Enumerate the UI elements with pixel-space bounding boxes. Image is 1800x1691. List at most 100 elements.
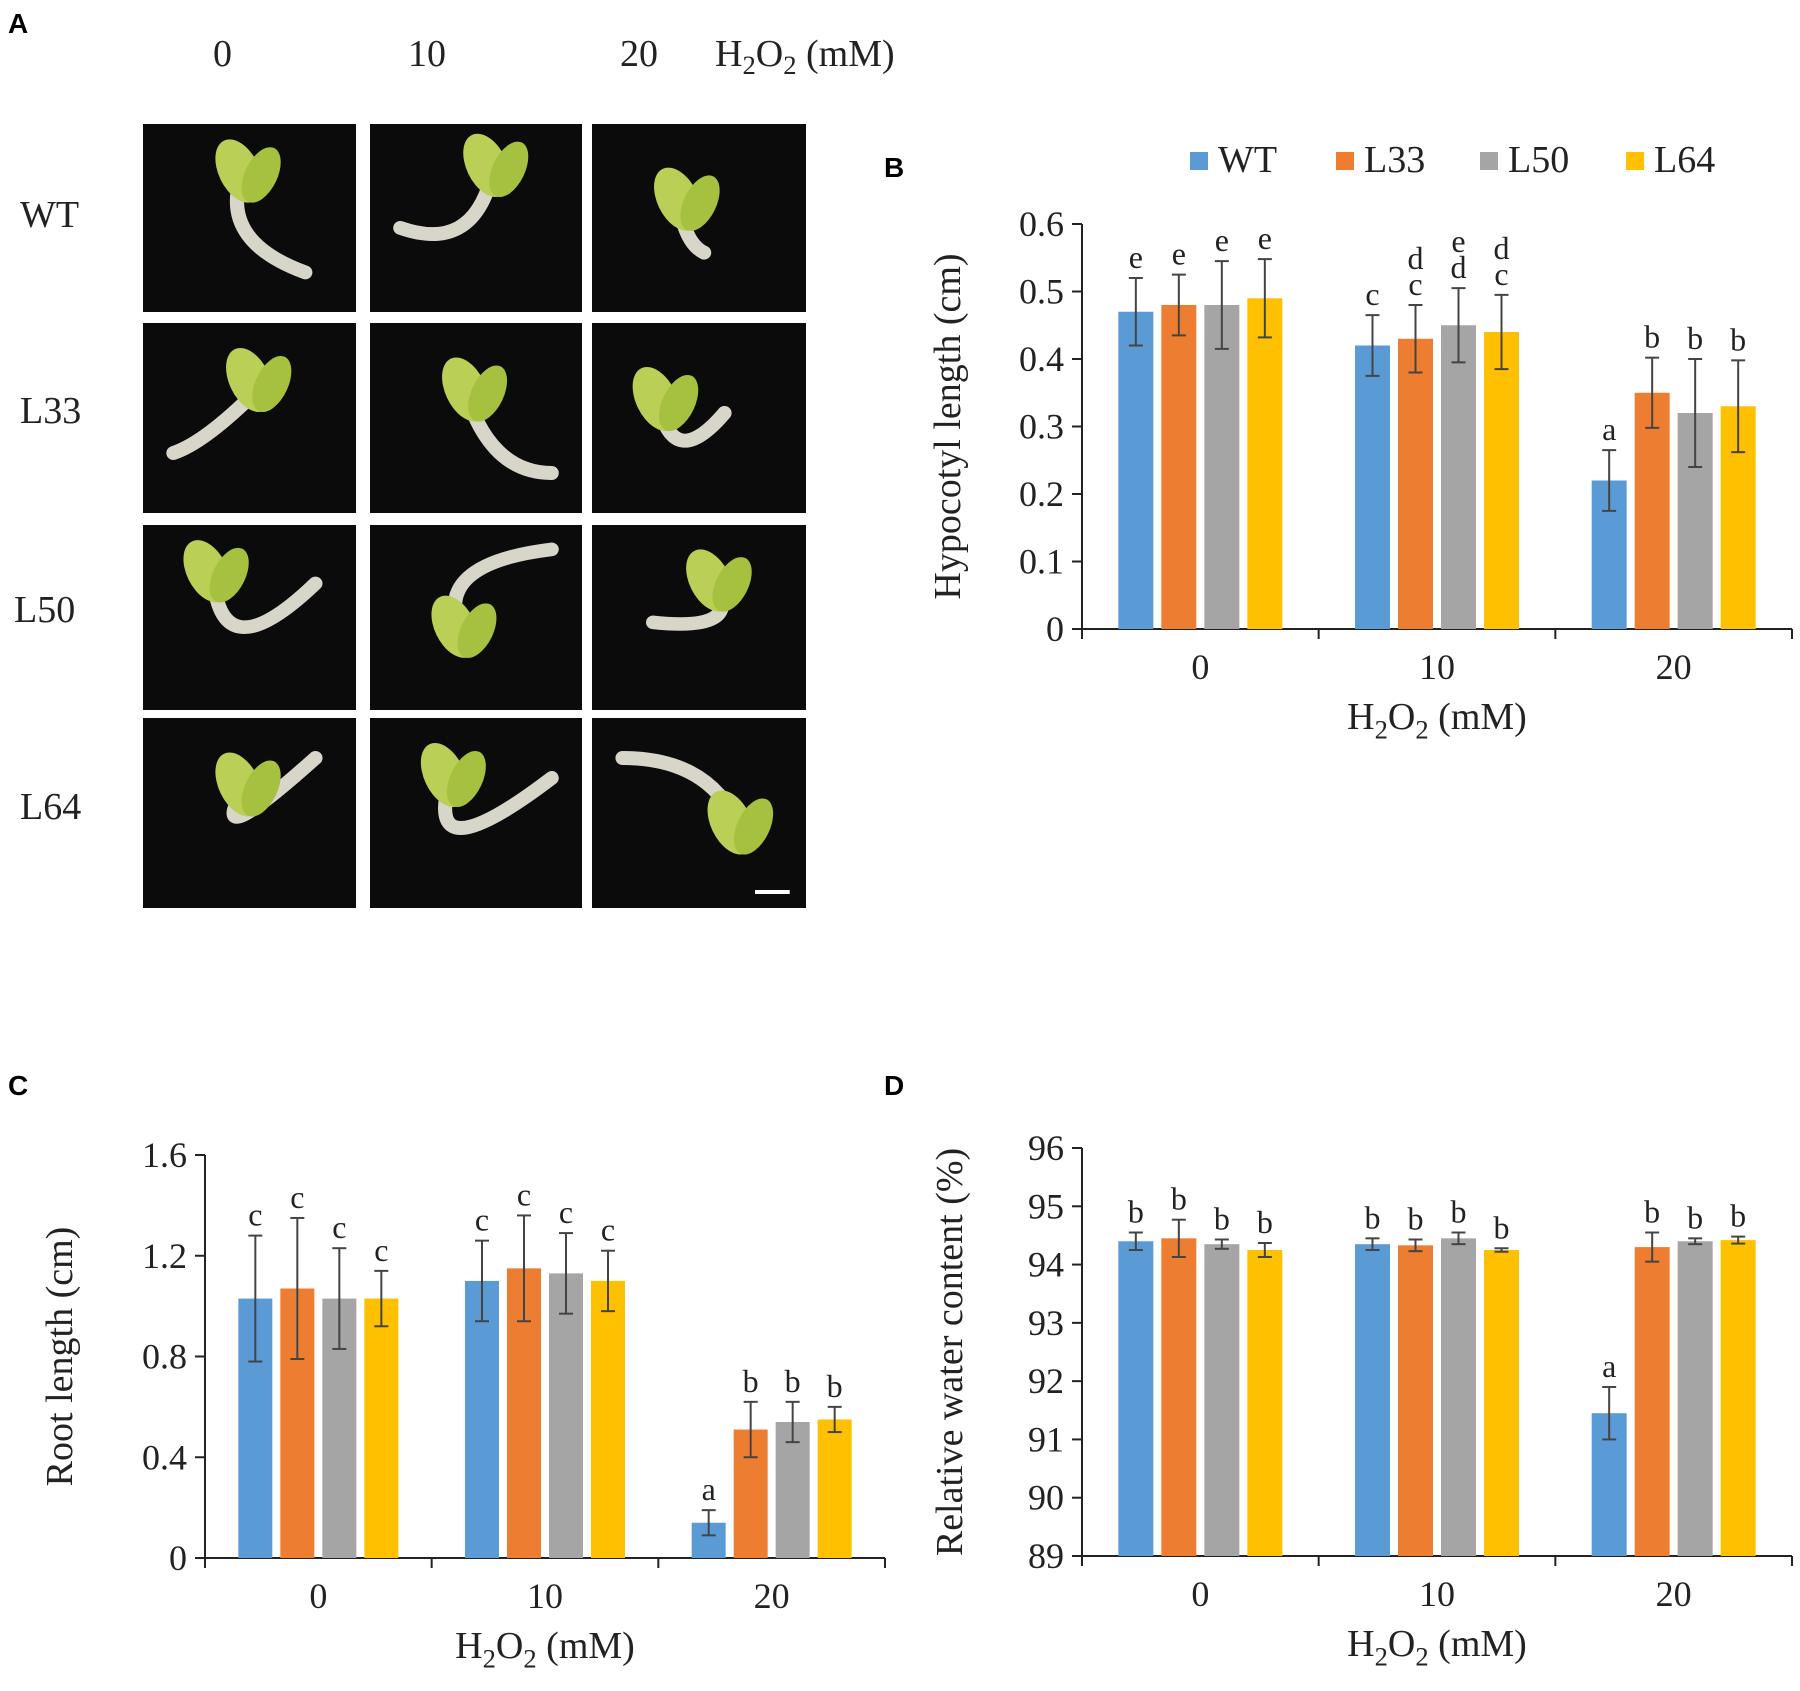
bar-wt-10mm	[465, 1280, 499, 1558]
y-tick-label: 0.5	[1019, 272, 1064, 312]
significance-letter: c	[559, 1194, 573, 1230]
legend-label-l64: L64	[1654, 139, 1715, 181]
column-header-20mm: 20	[620, 33, 658, 75]
x-tick-label: 0	[309, 1576, 327, 1616]
bar-l64-20mm	[817, 1419, 852, 1558]
y-tick-label: 1.2	[142, 1236, 187, 1276]
significance-letter: b	[1730, 1198, 1746, 1234]
bar-l33-0mm	[1161, 305, 1197, 629]
bar-wt-10mm	[1355, 345, 1390, 629]
significance-letter: b	[1214, 1201, 1230, 1237]
y-tick-label: 0.4	[1019, 339, 1064, 379]
seedling-photo-l50-10mm	[370, 525, 582, 710]
significance-letter: b	[1408, 1201, 1424, 1237]
legend-label-wt: WT	[1218, 139, 1277, 181]
bar-l33-20mm	[1634, 392, 1670, 629]
row-label-l50: L50	[14, 589, 76, 631]
panel-label-d: D	[884, 1070, 905, 1101]
significance-letter: e	[1215, 222, 1229, 258]
x-axis-title: H2O2 (mM)	[1347, 1623, 1527, 1672]
significance-letter: c	[1408, 266, 1422, 302]
y-tick-label: 93	[1028, 1303, 1064, 1343]
legend-label-l33: L33	[1364, 139, 1425, 181]
row-label-l64: L64	[20, 786, 82, 828]
y-tick-label: 91	[1028, 1419, 1064, 1459]
significance-letter: c	[248, 1197, 262, 1233]
panel-label-c: C	[8, 1070, 29, 1101]
x-tick-label: 20	[1656, 647, 1692, 687]
seedling-photo-l33-10mm	[370, 323, 582, 513]
significance-letter: b	[1494, 1209, 1510, 1245]
significance-letter: b	[1730, 321, 1746, 357]
y-axis-title: Root length (cm)	[39, 1227, 81, 1487]
significance-letter: e	[1451, 223, 1465, 259]
significance-letter: b	[1687, 320, 1703, 356]
scale-bar	[755, 890, 790, 894]
significance-letter: d	[1408, 240, 1424, 276]
legend-swatch-l50	[1480, 152, 1498, 170]
y-axis-title: Hypocotyl length (cm)	[927, 253, 969, 599]
y-tick-label: 0.6	[1019, 204, 1064, 244]
y-tick-label: 0.8	[142, 1337, 187, 1377]
x-tick-label: 0	[1191, 1574, 1209, 1614]
bar-l50-10mm	[1441, 1238, 1476, 1556]
x-tick-label: 20	[1656, 1574, 1692, 1614]
legend-swatch-l33	[1336, 152, 1354, 170]
significance-letter: c	[1494, 256, 1508, 292]
bar-l64-10mm	[1484, 1250, 1519, 1556]
row-label-l33: L33	[20, 390, 82, 432]
bar-l64-20mm	[1720, 1240, 1756, 1556]
x-tick-label: 20	[754, 1576, 790, 1616]
significance-letter: c	[517, 1176, 531, 1212]
bar-l64-10mm	[1484, 332, 1519, 629]
y-tick-label: 95	[1028, 1186, 1064, 1226]
y-tick-label: 90	[1028, 1478, 1064, 1518]
column-header-0mm: 0	[213, 33, 232, 75]
significance-letter: c	[601, 1212, 615, 1248]
significance-letter: b	[1451, 1194, 1467, 1230]
bar-l33-10mm	[1398, 1245, 1433, 1556]
legend-item-wt: WT	[1190, 139, 1277, 181]
bar-l33-10mm	[1398, 338, 1433, 629]
y-axis-title: Relative water content (%)	[929, 1148, 971, 1556]
seedling-photo-wt-0mm	[143, 124, 356, 312]
significance-letter: b	[1644, 319, 1660, 355]
x-axis-title: H2O2 (mM)	[1347, 696, 1527, 745]
significance-letter: b	[785, 1363, 801, 1399]
y-tick-label: 92	[1028, 1361, 1064, 1401]
bar-l50-0mm	[1204, 305, 1240, 629]
significance-letter: a	[702, 1471, 716, 1507]
y-tick-label: 0	[1046, 609, 1064, 649]
significance-letter: e	[1129, 239, 1143, 275]
significance-letter: a	[1602, 411, 1616, 447]
column-header-unit: H2O2 (mM)	[715, 33, 895, 80]
x-axis-title: H2O2 (mM)	[455, 1625, 635, 1674]
seedling-photo-l33-20mm	[592, 323, 806, 513]
y-tick-label: 0	[169, 1538, 187, 1578]
bar-wt-10mm	[1355, 1244, 1390, 1556]
seedling-photo-l50-0mm	[143, 525, 356, 710]
significance-letter: c	[374, 1232, 388, 1268]
legend-item-l33: L33	[1336, 139, 1425, 181]
significance-letter: b	[827, 1368, 843, 1404]
significance-letter: e	[1172, 236, 1186, 272]
significance-letter: b	[1257, 1204, 1273, 1240]
significance-letter: e	[1258, 220, 1272, 256]
bar-l64-0mm	[364, 1298, 399, 1558]
significance-letter: c	[290, 1179, 304, 1215]
panel-label-a: A	[8, 8, 29, 39]
bar-l50-10mm	[1441, 325, 1476, 629]
legend-swatch-wt	[1190, 152, 1208, 170]
significance-letter: c	[475, 1202, 489, 1238]
x-tick-label: 0	[1191, 647, 1209, 687]
y-tick-label: 96	[1028, 1128, 1064, 1168]
seedling-photo-l64-10mm	[370, 718, 582, 908]
x-tick-label: 10	[1419, 647, 1455, 687]
seedling-photo-wt-20mm	[592, 124, 806, 312]
bar-l33-20mm	[1634, 1247, 1670, 1556]
row-label-wt: WT	[20, 194, 80, 236]
bar-l64-0mm	[1247, 1250, 1283, 1556]
seedling-photo-l33-0mm	[143, 323, 356, 513]
